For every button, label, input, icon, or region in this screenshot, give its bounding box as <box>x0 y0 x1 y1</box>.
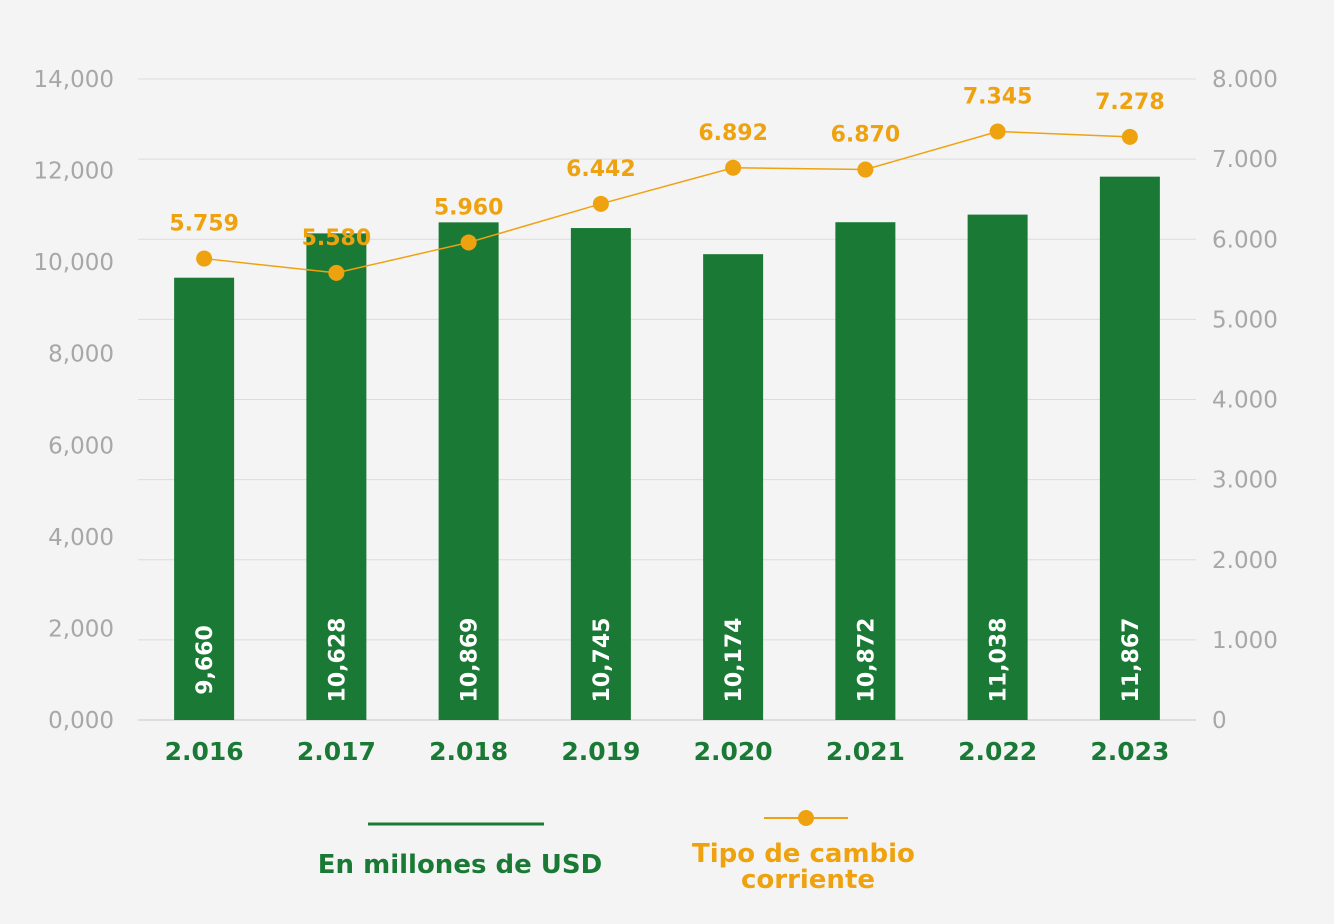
left-tick-label: 14,000 <box>34 67 114 93</box>
right-tick-label: 8.000 <box>1212 67 1278 93</box>
right-y-axis: 0 1.000 2.000 3.000 4.000 5.000 6.000 7.000 8.00… <box>1212 67 1278 734</box>
line-point <box>592 195 609 212</box>
bar <box>570 228 631 720</box>
right-tick-label: 4.000 <box>1212 388 1278 414</box>
right-tick-label: 6.000 <box>1212 227 1278 253</box>
right-tick-label: 0 <box>1212 708 1227 734</box>
x-tick-label: 2.016 <box>165 737 244 766</box>
line-point <box>460 234 477 251</box>
bar-value-label: 10,745 <box>590 618 615 703</box>
right-tick-label: 1.000 <box>1212 628 1278 654</box>
line-point-label: 5.759 <box>169 212 239 237</box>
right-tick-label: 5.000 <box>1212 307 1278 333</box>
line-point <box>989 123 1006 140</box>
bar-value-label: 10,628 <box>325 618 350 703</box>
line-point-label: 6.442 <box>566 157 636 182</box>
x-axis: 2.016 2.017 2.018 2.019 2.020 2.021 2.022 2.023 <box>165 737 1170 766</box>
line-point <box>725 159 742 176</box>
line-series: 5.759 5.580 5.960 6.442 6.892 6.870 7.345 7.278 <box>169 84 1165 281</box>
left-tick-label: 0,000 <box>48 708 114 734</box>
x-tick-label: 2.022 <box>958 737 1037 766</box>
x-tick-label: 2.023 <box>1090 737 1169 766</box>
bar <box>174 277 235 720</box>
line-point-label: 5.580 <box>302 226 372 251</box>
x-tick-label: 2.020 <box>694 737 773 766</box>
right-tick-label: 2.000 <box>1212 548 1278 574</box>
x-tick-label: 2.018 <box>429 737 508 766</box>
legend-line-label: Tipo de cambio corriente <box>692 839 924 895</box>
bar <box>1099 176 1160 720</box>
line-point-label: 6.870 <box>831 123 901 148</box>
left-tick-label: 10,000 <box>34 250 114 276</box>
legend-line-marker <box>798 810 814 826</box>
exchange-rate-line <box>204 130 1130 274</box>
left-tick-label: 8,000 <box>48 342 114 368</box>
bar <box>703 254 764 720</box>
legend: En millones de USD Tipo de cambio corrie… <box>318 810 924 895</box>
legend-bar-label: En millones de USD <box>318 850 602 880</box>
bar-value-label: 11,867 <box>1119 618 1144 703</box>
legend-item-bar: En millones de USD <box>318 822 602 880</box>
legend-line-label-line-2: corriente <box>741 865 875 895</box>
bar-value-label: 10,174 <box>722 618 747 703</box>
line-point <box>328 264 345 281</box>
legend-item-line: Tipo de cambio corriente <box>692 810 924 895</box>
bar-series <box>174 176 1160 720</box>
x-tick-label: 2.021 <box>826 737 905 766</box>
bar <box>835 222 896 720</box>
legend-line-label-line-1: Tipo de cambio <box>692 839 915 869</box>
right-tick-label: 3.000 <box>1212 468 1278 494</box>
bar <box>306 233 367 720</box>
left-tick-label: 4,000 <box>48 525 114 551</box>
line-point-label: 6.892 <box>698 121 768 146</box>
bar-value-label: 10,869 <box>458 618 483 703</box>
right-tick-label: 7.000 <box>1212 147 1278 173</box>
gridlines <box>138 78 1196 721</box>
line-point <box>1121 128 1138 145</box>
bar-value-label: 10,872 <box>854 618 879 703</box>
bar-value-label: 9,660 <box>193 625 218 695</box>
line-point <box>857 161 874 178</box>
x-tick-label: 2.017 <box>297 737 376 766</box>
left-tick-label: 6,000 <box>48 433 114 459</box>
bar-value-labels: 9,660 10,628 10,869 10,745 10,174 10,872 11,03… <box>193 618 1144 703</box>
line-point-label: 5.960 <box>434 195 504 220</box>
bar-value-label: 11,038 <box>987 618 1012 703</box>
left-tick-label: 12,000 <box>34 159 114 185</box>
line-point-label: 7.345 <box>963 84 1033 109</box>
line-point <box>196 250 213 267</box>
bar <box>967 214 1028 720</box>
line-point-label: 7.278 <box>1095 90 1165 115</box>
bar <box>438 222 499 720</box>
left-y-axis: 0,000 2,000 4,000 6,000 8,000 10,000 12,000 14,… <box>34 67 114 734</box>
left-tick-label: 2,000 <box>48 616 114 642</box>
x-tick-label: 2.019 <box>561 737 640 766</box>
